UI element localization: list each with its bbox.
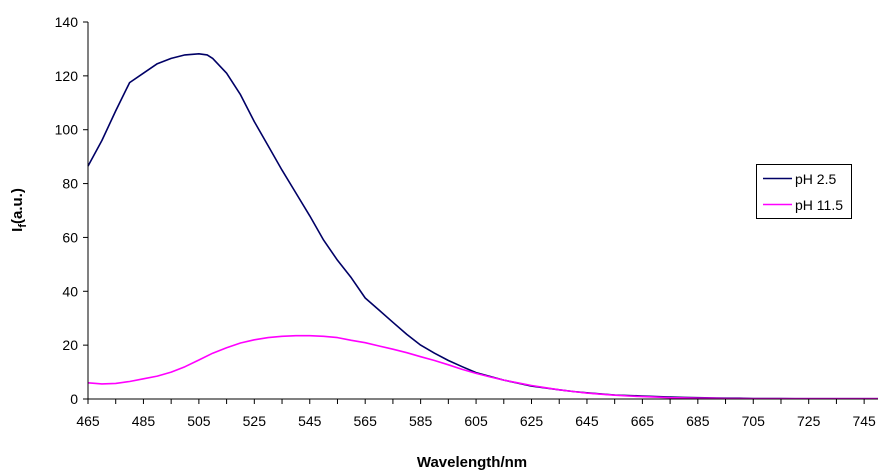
y-axis-title-main: I	[9, 228, 26, 232]
y-axis-title-suffix: (a.u.)	[9, 188, 26, 224]
x-tick-label: 505	[187, 413, 211, 429]
axes	[87, 22, 878, 400]
y-tick-label: 100	[55, 122, 79, 138]
series-line-1	[87, 334, 878, 400]
x-tick-label: 545	[298, 413, 322, 429]
y-axis-title-subscript: f	[17, 224, 29, 228]
legend-label-ph-11-5: pH 11.5	[795, 197, 843, 213]
x-tick-label: 665	[631, 413, 655, 429]
plot-lines	[87, 52, 878, 400]
x-tick-label: 585	[409, 413, 433, 429]
x-tick-label: 465	[76, 413, 100, 429]
y-tick-label: 140	[55, 14, 79, 30]
x-tick-label: 725	[797, 413, 821, 429]
y-axis-title: If(a.u.)	[9, 188, 29, 232]
x-tick-label: 605	[464, 413, 488, 429]
x-tick-label: 745	[852, 413, 876, 429]
y-tick-label: 0	[70, 391, 78, 407]
x-tick-label: 685	[686, 413, 710, 429]
series-line-0	[87, 52, 878, 400]
tick-labels: 0 20 40 60 80 100 120 140 465 485 505 525 545 565 585 6…	[55, 14, 876, 429]
legend-label-ph-2-5: pH 2.5	[795, 171, 836, 187]
x-tick-label: 485	[132, 413, 156, 429]
tick-marks	[83, 21, 865, 404]
legend: pH 2.5 pH 11.5	[756, 164, 852, 219]
x-tick-label: 625	[520, 413, 544, 429]
x-tick-label: 645	[575, 413, 599, 429]
x-axis-title: Wavelength/nm	[417, 454, 527, 471]
x-tick-label: 705	[742, 413, 766, 429]
legend-box	[756, 164, 852, 219]
y-tick-label: 20	[62, 337, 78, 353]
y-tick-label: 40	[62, 283, 78, 299]
y-tick-label: 60	[62, 229, 78, 245]
y-tick-label: 120	[55, 68, 79, 84]
y-tick-label: 80	[62, 176, 78, 192]
x-tick-label: 565	[354, 413, 378, 429]
x-tick-label: 525	[243, 413, 267, 429]
